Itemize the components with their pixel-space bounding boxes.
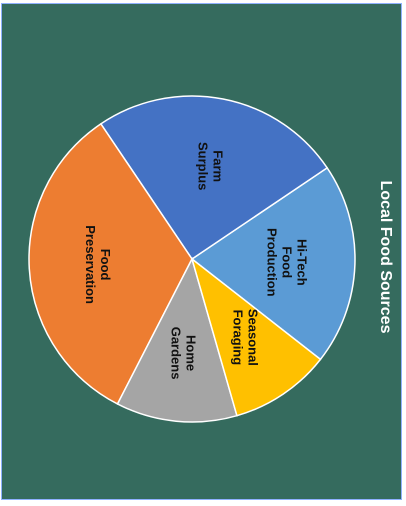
slice-label-hi-tech-food-production: Hi-TechFoodProduction [264,228,309,297]
pie-chart: Hi-TechFoodProduction FarmSurplus FoodPres… [28,95,394,423]
slice-label-food-preservation: FoodPreservation [83,225,113,304]
pie-slice-home-gardens [116,256,238,423]
slice-label-farm-surplus: FarmSurplus [196,142,226,190]
pie-slice-food-preservation [28,122,193,405]
slice-label-home-gardens: HomeGardens [168,327,198,380]
pie-slice-farm-surplus [99,95,329,261]
chart-panel: Hi-TechFoodProduction FarmSurplus FoodPres… [1,3,402,500]
pie-slice-seasonal-foraging [190,256,322,417]
slice-labels: Hi-TechFoodProduction FarmSurplus FoodPres… [83,142,309,379]
pie-slice-hi-tech-food-production [190,166,356,361]
slice-label-seasonal-foraging: SeasonalForaging [230,309,260,366]
chart-title: Local Food Sources [377,181,394,334]
pie-slices [28,95,356,423]
